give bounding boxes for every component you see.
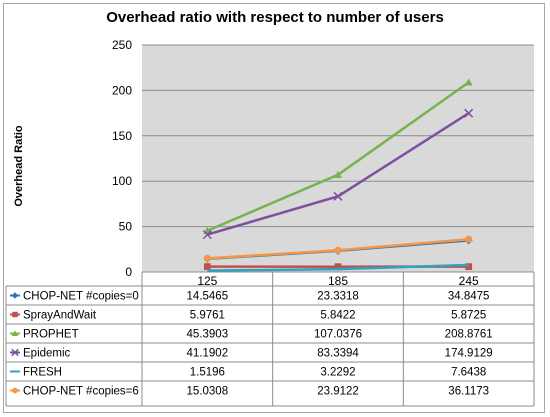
y-axis-ticks: 0 50 100 150 200 250 (112, 38, 132, 279)
legend-entry: Epidemic (23, 348, 71, 360)
data-point (203, 254, 211, 262)
legend-key-marker (12, 387, 18, 394)
data-label: 1.5196 (190, 367, 225, 379)
data-label: 41.1902 (187, 348, 229, 360)
legend-entry: CHOP-NET #copies=6 (23, 386, 139, 398)
y-tick-label: 100 (112, 174, 132, 188)
y-tick-label: 0 (125, 265, 132, 279)
legend-entry: CHOP-NET #copies=0 (23, 291, 139, 303)
data-point (334, 263, 342, 271)
data-label: 34.8475 (448, 291, 490, 303)
data-point (464, 108, 474, 118)
y-tick-label: 150 (112, 129, 132, 143)
y-tick-label: 50 (119, 220, 133, 234)
legend-entry: PROPHET (23, 329, 79, 341)
legend-key-marker (11, 292, 19, 299)
data-label: 208.8761 (445, 329, 493, 341)
data-label: 5.8422 (320, 310, 355, 322)
data-point (334, 246, 342, 254)
data-point (202, 230, 212, 240)
x-tick-label: 185 (328, 274, 348, 288)
legend-key-marker (12, 311, 18, 318)
data-point (465, 235, 473, 243)
data-label: 45.3903 (187, 329, 229, 341)
data-label: 5.9761 (190, 310, 225, 322)
legend-key-marker (11, 330, 19, 337)
series-line (207, 263, 469, 272)
data-label: 36.1173 (448, 386, 489, 398)
data-label: 5.8725 (451, 310, 486, 322)
data-label: 23.9122 (317, 386, 359, 398)
data-point (465, 263, 473, 271)
plot-area (142, 45, 534, 272)
data-label: 107.0376 (314, 329, 362, 341)
x-tick-label: 245 (459, 274, 479, 288)
data-label: 7.6438 (451, 367, 486, 379)
data-point (203, 263, 211, 270)
legend-entry: SprayAndWait (23, 310, 97, 322)
data-label: 14.5465 (187, 291, 229, 303)
legend-entry: FRESH (23, 367, 62, 379)
data-label: 15.0308 (187, 386, 229, 398)
gridlines (142, 44, 534, 228)
data-label: 3.2292 (320, 367, 355, 379)
y-tick-label: 250 (112, 38, 132, 52)
data-label: 174.9129 (445, 348, 493, 360)
data-point (464, 78, 473, 86)
x-tick-label: 125 (197, 274, 217, 288)
data-table: 125 185 245 CHOP-NET #copies=0 14.5465 23.331… (5, 271, 535, 407)
legend-key-marker (11, 348, 19, 357)
data-label: 83.3394 (317, 348, 359, 360)
y-tick-label: 200 (112, 83, 132, 97)
data-label: 23.3318 (317, 291, 359, 303)
chart-title: Overhead ratio with respect to number of… (106, 9, 444, 26)
data-point (334, 170, 342, 179)
series-lines (202, 78, 474, 272)
data-point (333, 191, 343, 201)
